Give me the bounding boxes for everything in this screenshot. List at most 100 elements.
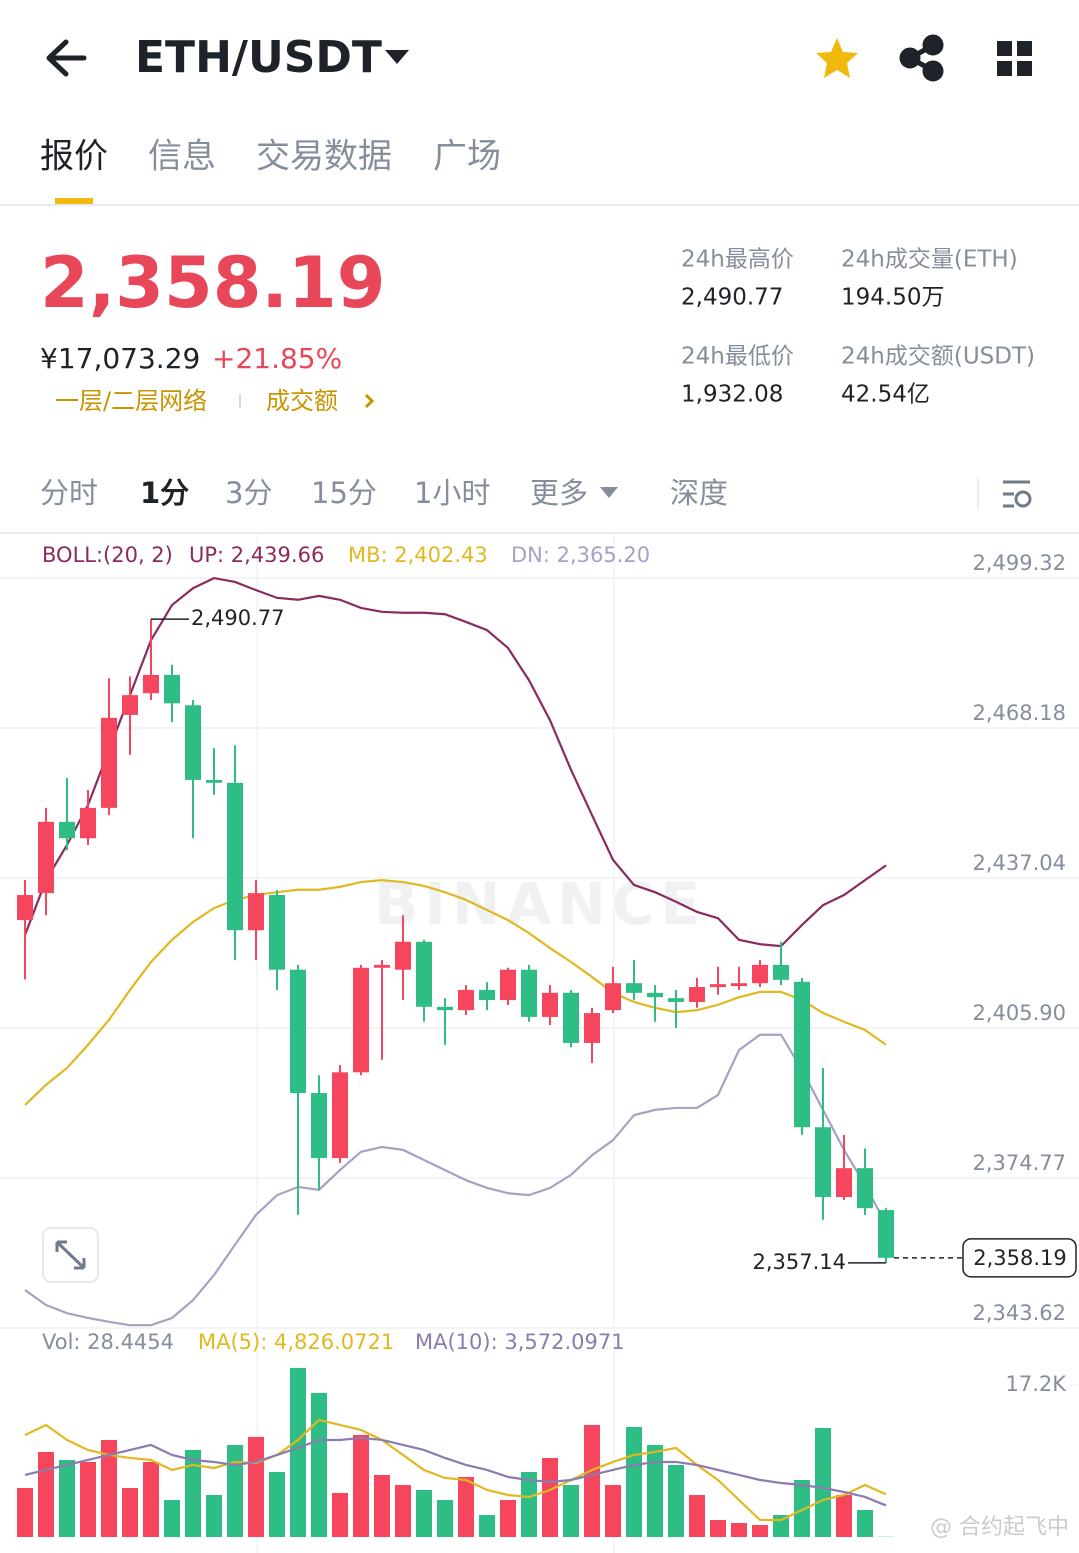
y-tick-label: 2,405.90 <box>972 1001 1066 1025</box>
stat-label: 24h最高价 <box>681 247 794 273</box>
volume-legend: MA(5): 4,826.0721 <box>198 1330 394 1354</box>
volume-bar <box>395 1484 411 1537</box>
volume-bar <box>206 1494 222 1537</box>
candle-body <box>38 821 54 894</box>
volume-legend: MA(10): 3,572.0971 <box>415 1330 625 1354</box>
volume-bar <box>836 1494 852 1537</box>
last-price-label: 2,358.19 <box>973 1246 1067 1270</box>
legend-entry: MB: 2,402.43 <box>348 543 488 567</box>
y-tick-label: 2,468.18 <box>972 701 1066 725</box>
volume-bar <box>374 1474 390 1537</box>
candle-body <box>626 983 642 993</box>
tab[interactable]: 广场 <box>433 137 501 177</box>
volume-bar <box>584 1424 600 1537</box>
candle-body <box>584 1013 600 1043</box>
volume-bar <box>731 1522 747 1537</box>
candle-body <box>689 987 705 1002</box>
high-label: 2,490.77 <box>191 606 285 630</box>
volume-bar <box>500 1499 516 1537</box>
volume-bar <box>80 1461 96 1537</box>
candle-body <box>815 1127 831 1198</box>
volume-bar <box>437 1499 453 1537</box>
tag-link[interactable]: 一层/二层网络 <box>55 387 207 415</box>
volume-bar <box>857 1509 873 1537</box>
interval-tab[interactable]: 更多 <box>530 476 588 510</box>
candle-body <box>80 807 96 839</box>
candle-body <box>164 674 180 704</box>
volume-bar <box>122 1487 138 1537</box>
dropdown-icon[interactable] <box>385 50 409 64</box>
candle-body <box>206 779 222 783</box>
tab[interactable]: 交易数据 <box>256 137 392 177</box>
candle-body <box>731 983 747 987</box>
candle-body <box>227 782 243 931</box>
more-dropdown-icon[interactable] <box>600 487 618 498</box>
y-tick-label: 2,374.77 <box>972 1151 1066 1175</box>
volume-bar <box>794 1479 810 1537</box>
change-percent: +21.85% <box>212 342 342 375</box>
volume-bar <box>164 1499 180 1537</box>
interval-tab[interactable]: 1小时 <box>414 476 490 510</box>
low-label: 2,357.14 <box>752 1250 846 1274</box>
boll-line <box>23 576 887 948</box>
interval-tab[interactable]: 深度 <box>670 476 728 510</box>
watermark: @ 合约起飞中 <box>930 1515 1069 1540</box>
candle-body <box>542 992 558 1017</box>
expand-button[interactable] <box>42 1227 99 1283</box>
legend-entry: UP: 2,439.66 <box>189 543 324 567</box>
candle-body <box>395 941 411 970</box>
interval-tab[interactable]: 分时 <box>40 476 98 510</box>
chart-settings-icon[interactable] <box>1003 480 1032 508</box>
volume-tick-label: 17.2K <box>1005 1372 1067 1396</box>
candle-body <box>269 895 285 970</box>
y-tick-label: 2,343.62 <box>972 1301 1066 1325</box>
tab[interactable]: 信息 <box>148 137 216 177</box>
interval-tab[interactable]: 1分 <box>140 476 189 510</box>
layout-icon[interactable] <box>997 41 1032 76</box>
volume-bar <box>647 1444 663 1537</box>
candle-body <box>353 967 369 1073</box>
interval-tab[interactable]: 15分 <box>311 476 377 510</box>
active-tab-indicator <box>55 198 93 204</box>
cny-price: ¥17,073.29 <box>40 342 200 375</box>
volume-bar <box>332 1492 348 1537</box>
tab[interactable]: 报价 <box>40 137 108 177</box>
volume-bar <box>38 1451 54 1537</box>
stat-label: 24h最低价 <box>681 344 794 370</box>
stat-label: 24h成交额(USDT) <box>841 344 1035 370</box>
volume-bar <box>416 1489 432 1537</box>
volume-bar <box>689 1494 705 1537</box>
share-icon[interactable] <box>899 34 944 82</box>
stat-value: 194.50万 <box>841 285 944 311</box>
favorite-icon[interactable] <box>816 38 858 78</box>
volume-bar <box>626 1426 642 1537</box>
back-button[interactable] <box>46 39 87 77</box>
candle-body <box>836 1168 852 1198</box>
candle-body <box>710 984 726 988</box>
candle-body <box>479 989 495 1001</box>
volume-bar <box>143 1461 159 1537</box>
y-tick-label: 2,437.04 <box>972 851 1066 875</box>
volume-bar <box>248 1436 264 1537</box>
volume-bar <box>668 1464 684 1537</box>
candle-body <box>416 941 432 1007</box>
interval-tab[interactable]: 3分 <box>225 476 272 510</box>
candle-body <box>857 1168 873 1209</box>
volume-bar <box>17 1487 33 1537</box>
symbol[interactable]: ETH/USDT <box>135 32 382 83</box>
tag-link[interactable]: 成交额 <box>266 387 338 415</box>
chevron <box>364 393 375 409</box>
candle-body <box>290 969 306 1094</box>
stat-value: 1,932.08 <box>681 382 783 408</box>
candle-body <box>878 1210 894 1258</box>
volume-bar <box>752 1524 768 1537</box>
candle-body <box>647 992 663 998</box>
candle-body <box>248 893 264 931</box>
last-price-box <box>962 1238 1077 1278</box>
candle-body <box>605 983 621 1011</box>
volume-bar <box>563 1484 579 1537</box>
stat-value: 2,490.77 <box>681 285 783 311</box>
candle-body <box>521 969 537 1017</box>
volume-bar <box>353 1434 369 1537</box>
volume-bar <box>710 1519 726 1537</box>
